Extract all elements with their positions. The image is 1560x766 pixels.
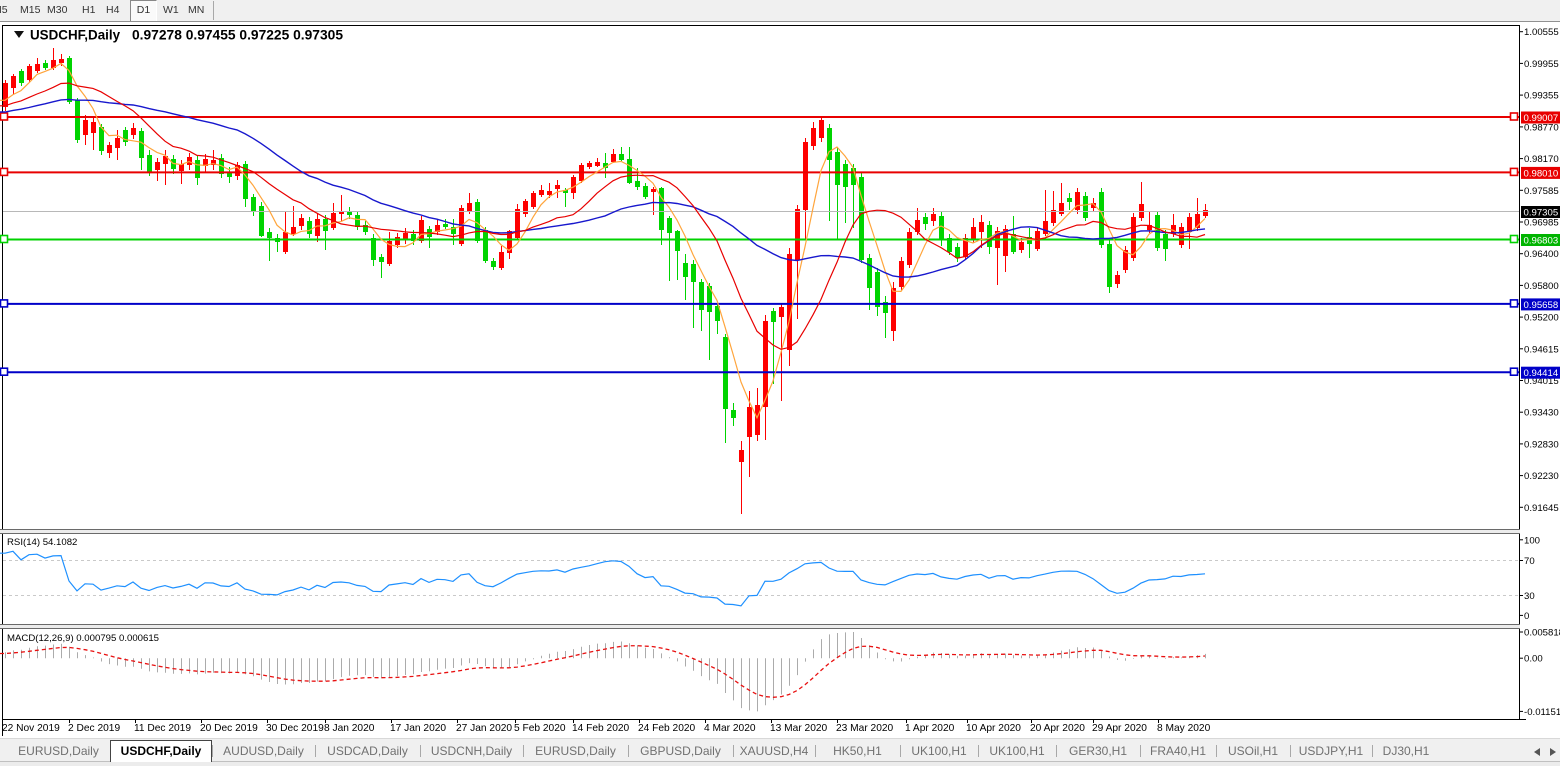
svg-text:24 Feb 2020: 24 Feb 2020 [638, 723, 696, 734]
svg-text:0.96400: 0.96400 [1524, 249, 1559, 260]
svg-text:0.96803: 0.96803 [1524, 236, 1559, 247]
svg-text:0.92230: 0.92230 [1524, 471, 1559, 482]
svg-text:0.94615: 0.94615 [1524, 344, 1559, 355]
svg-text:0.96985: 0.96985 [1524, 218, 1559, 229]
svg-text:17 Jan 2020: 17 Jan 2020 [390, 723, 446, 734]
svg-text:0.00: 0.00 [1524, 654, 1543, 665]
svg-text:13 Mar 2020: 13 Mar 2020 [770, 723, 828, 734]
svg-text:100: 100 [1524, 535, 1540, 546]
svg-text:20 Apr 2020: 20 Apr 2020 [1030, 723, 1085, 734]
svg-text:2 Dec 2019: 2 Dec 2019 [68, 723, 120, 734]
svg-text:0.95658: 0.95658 [1524, 300, 1559, 311]
svg-text:MACD(12,26,9) 0.000795 0.00061: MACD(12,26,9) 0.000795 0.000615 [7, 633, 159, 644]
svg-text:0.92830: 0.92830 [1524, 439, 1559, 450]
svg-text:1 Apr 2020: 1 Apr 2020 [905, 723, 955, 734]
svg-text:RSI(14) 54.1082: RSI(14) 54.1082 [7, 537, 77, 548]
svg-text:8 May 2020: 8 May 2020 [1157, 723, 1211, 734]
svg-text:0.94015: 0.94015 [1524, 376, 1559, 387]
svg-text:0: 0 [1524, 611, 1529, 622]
svg-text:0.99007: 0.99007 [1524, 113, 1559, 124]
svg-text:8 Jan 2020: 8 Jan 2020 [324, 723, 375, 734]
svg-text:70: 70 [1524, 556, 1535, 567]
svg-text:11 Dec 2019: 11 Dec 2019 [134, 723, 191, 734]
svg-text:0.005818: 0.005818 [1524, 628, 1560, 639]
svg-text:29 Apr 2020: 29 Apr 2020 [1092, 723, 1147, 734]
svg-text:0.95200: 0.95200 [1524, 313, 1559, 324]
svg-text:0.93430: 0.93430 [1524, 408, 1559, 419]
svg-text:0.98170: 0.98170 [1524, 154, 1559, 165]
svg-text:22 Nov 2019: 22 Nov 2019 [2, 723, 60, 734]
svg-text:0.95800: 0.95800 [1524, 281, 1559, 292]
svg-text:0.97585: 0.97585 [1524, 186, 1559, 197]
svg-text:5 Feb 2020: 5 Feb 2020 [514, 723, 566, 734]
svg-text:30: 30 [1524, 591, 1535, 602]
svg-text:4 Mar 2020: 4 Mar 2020 [704, 723, 756, 734]
svg-text:0.91645: 0.91645 [1524, 503, 1559, 514]
svg-text:0.98010: 0.98010 [1524, 168, 1559, 179]
svg-text:10 Apr 2020: 10 Apr 2020 [966, 723, 1021, 734]
svg-text:0.97305: 0.97305 [1524, 208, 1559, 219]
svg-text:USDCHF,Daily: USDCHF,Daily [30, 28, 121, 43]
svg-text:0.99955: 0.99955 [1524, 59, 1559, 70]
svg-text:30 Dec 2019: 30 Dec 2019 [266, 723, 324, 734]
svg-text:0.97278 0.97455 0.97225 0.9730: 0.97278 0.97455 0.97225 0.97305 [132, 28, 343, 43]
svg-text:23 Mar 2020: 23 Mar 2020 [836, 723, 894, 734]
svg-text:0.98770: 0.98770 [1524, 122, 1559, 133]
svg-text:27 Jan 2020: 27 Jan 2020 [456, 723, 512, 734]
svg-text:1.00555: 1.00555 [1524, 27, 1559, 38]
svg-text:-0.011514: -0.011514 [1524, 707, 1560, 718]
svg-text:0.99355: 0.99355 [1524, 91, 1559, 102]
svg-text:0.94414: 0.94414 [1524, 368, 1559, 379]
svg-text:14 Feb 2020: 14 Feb 2020 [572, 723, 630, 734]
svg-text:20 Dec 2019: 20 Dec 2019 [200, 723, 258, 734]
